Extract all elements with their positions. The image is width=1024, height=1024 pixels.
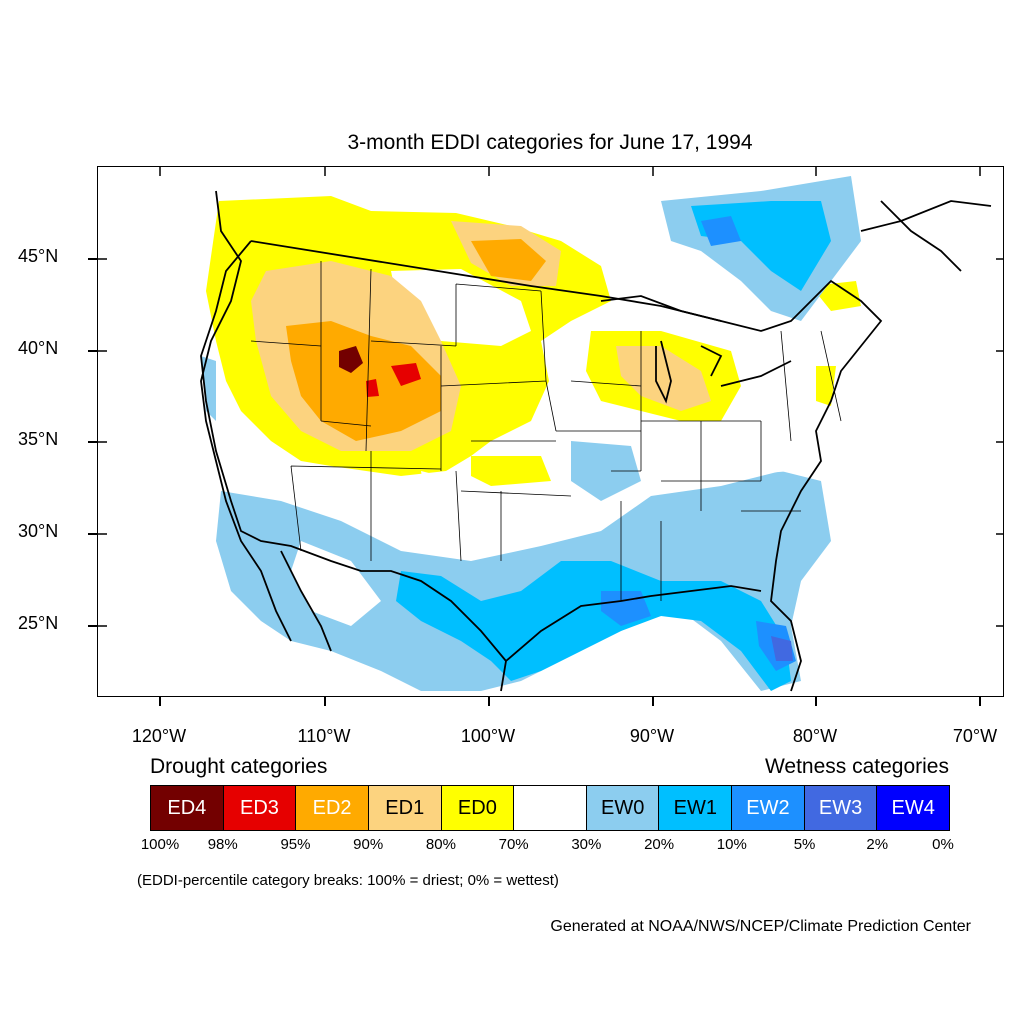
- percent-break-label: 0%: [932, 836, 954, 853]
- breaks-note: (EDDI-percentile category breaks: 100% =…: [137, 872, 559, 889]
- white-gap-southwest: [291, 541, 381, 626]
- lon-tick: [324, 697, 326, 706]
- lon-label: 120°W: [131, 726, 187, 746]
- drought-areas: [206, 196, 861, 486]
- lon-tick: [979, 697, 981, 706]
- state-lines: [250, 261, 842, 601]
- lat-label: 45°N: [18, 246, 59, 266]
- category-legend: ED4 ED3 ED2 ED1 ED0 EW0 EW1 EW2 EW3 EW4: [150, 785, 950, 831]
- wetness-areas: [201, 176, 861, 691]
- lon-label: 90°W: [629, 726, 675, 746]
- legend-swatch-ew2: EW2: [732, 786, 805, 830]
- ed2-region-north: [471, 239, 546, 281]
- credit-line: Generated at NOAA/NWS/NCEP/Climate Predi…: [550, 918, 971, 935]
- map-title: 3-month EDDI categories for June 17, 199…: [347, 131, 753, 154]
- lat-tick: [88, 350, 97, 352]
- ed2-region-rockies: [286, 321, 441, 441]
- lon-label: 80°W: [792, 726, 838, 746]
- lon-label: 110°W: [297, 726, 351, 746]
- map-panel: [97, 166, 1004, 697]
- ew2-region-gulf: [601, 591, 651, 626]
- eddi-map: [98, 167, 1003, 692]
- lat-label: 25°N: [18, 613, 59, 633]
- ed3-patch: [391, 363, 421, 386]
- lat-tick: [88, 258, 97, 260]
- lat-label: 30°N: [18, 521, 59, 541]
- percent-break-label: 100%: [140, 836, 180, 853]
- percent-break-label: 90%: [353, 836, 384, 853]
- percent-break-label: 10%: [716, 836, 747, 853]
- lat-tick: [88, 625, 97, 627]
- wetness-heading: Wetness categories: [764, 755, 949, 778]
- ew0-region-midwest: [571, 441, 641, 501]
- drought-heading: Drought categories: [150, 755, 328, 778]
- ed3-patch: [366, 379, 379, 397]
- ew0-region-westcoast: [201, 356, 216, 421]
- percent-break-label: 30%: [571, 836, 602, 853]
- legend-swatch-neutral: [514, 786, 587, 830]
- percent-break-label: 80%: [425, 836, 456, 853]
- lon-label: 100°W: [460, 726, 516, 746]
- ew2-region-canada: [701, 216, 741, 246]
- baja-coast: [280, 550, 332, 652]
- legend-swatch-ed1: ED1: [368, 786, 442, 830]
- legend-swatch-ed4: ED4: [151, 786, 224, 830]
- white-gap-east: [681, 421, 821, 476]
- ew1-region-gulf: [396, 561, 791, 691]
- legend-swatch-ed2: ED2: [296, 786, 369, 830]
- legend-swatch-ew0: EW0: [586, 786, 660, 830]
- ed1-region-greatlakes: [616, 346, 711, 411]
- legend-swatch-ed3: ED3: [223, 786, 297, 830]
- lon-tick: [488, 697, 490, 706]
- lat-tick: [88, 441, 97, 443]
- ed4-patch: [339, 346, 363, 373]
- grid-ticks: [98, 167, 1003, 627]
- great-lakes: [600, 295, 792, 404]
- lon-tick: [815, 697, 817, 706]
- percent-break-label: 95%: [280, 836, 311, 853]
- percent-break-label: 70%: [498, 836, 529, 853]
- legend-swatch-ew1: EW1: [659, 786, 733, 830]
- lat-label: 35°N: [18, 429, 59, 449]
- percent-break-label: 2%: [866, 836, 889, 853]
- ed0-region-kansas: [471, 456, 551, 486]
- lon-tick: [652, 697, 654, 706]
- legend-swatch-ew4: EW4: [877, 786, 950, 830]
- lat-tick: [88, 533, 97, 535]
- lat-label: 40°N: [18, 338, 59, 358]
- lon-tick: [159, 697, 161, 706]
- white-gap-texas: [421, 471, 571, 546]
- legend-swatch-ed0: ED0: [441, 786, 515, 830]
- percent-break-label: 5%: [793, 836, 816, 853]
- ew0-region-south: [216, 471, 831, 691]
- ew3-region-florida: [771, 636, 793, 661]
- hudson-coast: [860, 200, 992, 272]
- legend-swatch-ew3: EW3: [804, 786, 878, 830]
- coast-west: [200, 190, 292, 642]
- percent-break-label: 20%: [644, 836, 675, 853]
- percent-break-label: 98%: [207, 836, 238, 853]
- lon-label: 70°W: [952, 726, 998, 746]
